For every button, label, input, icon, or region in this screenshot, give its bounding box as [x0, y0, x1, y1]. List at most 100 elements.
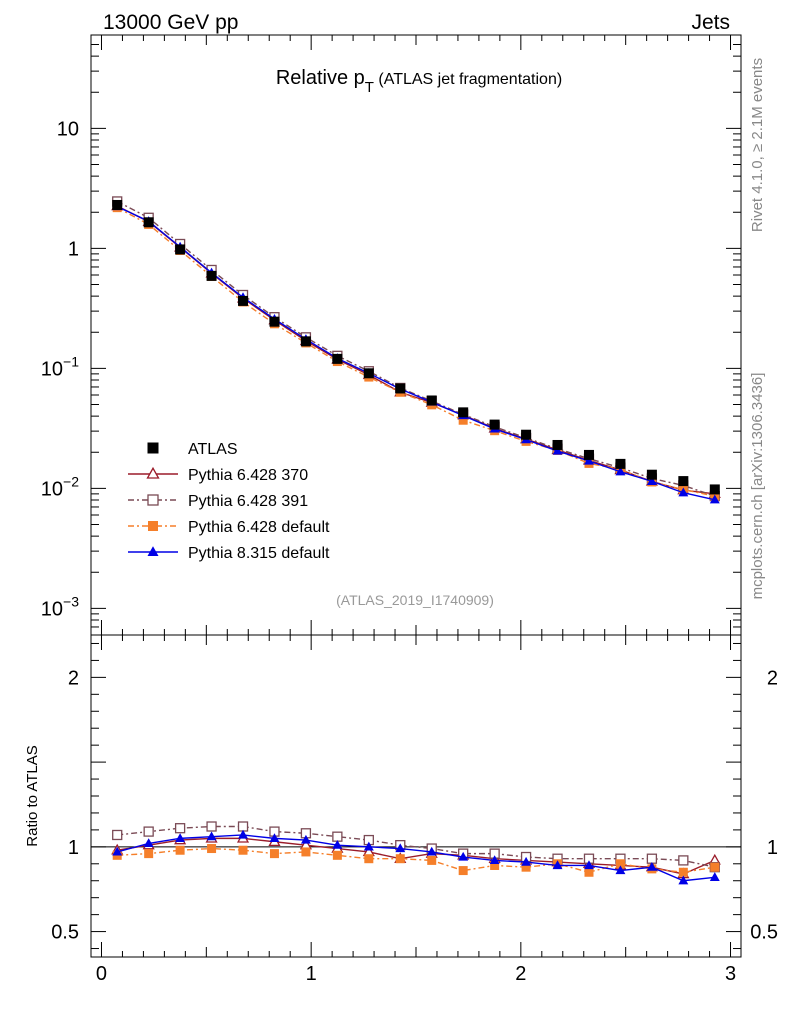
ratio-point-pythia-6-428-default [269, 849, 279, 859]
legend-marker-pythia-6-428-default [148, 521, 158, 531]
rivet-version-label: Rivet 4.1.0, ≥ 2.1M events [749, 58, 766, 232]
main-point-atlas [709, 484, 720, 495]
ratio-axis-ticks: 0 1 2 3 0.5 0.5 1 1 2 2 [51, 635, 778, 985]
main-y-tick-label: 10−1 [41, 353, 79, 380]
ratio-point-pythia-6-428-391 [678, 855, 689, 866]
main-point-atlas [269, 316, 280, 327]
legend-label-pythia-6-428-default: Pythia 6.428 default [188, 519, 330, 536]
main-line-pythia-6-428-391 [116, 200, 716, 497]
ratio-point-pythia-6-428-default [238, 845, 248, 855]
ratio-point-pythia-8-315-default [521, 856, 532, 866]
plot-title-main: Relative p [276, 67, 365, 89]
ratio-line-pythia-6-428-370 [117, 837, 716, 875]
plot-title-rest: (ATLAS jet fragmentation) [374, 71, 562, 88]
main-point-pythia-8-315-default [678, 487, 689, 497]
ratio-point-pythia-6-428-default [458, 866, 468, 876]
ratio-point-pythia-6-428-391 [112, 829, 123, 841]
ratio-point-pythia-8-315-default [363, 841, 374, 851]
main-y-tick-base: 10 [41, 478, 63, 500]
main-line-pythia-8-315-default [116, 205, 715, 501]
ratio-point-pythia-6-428-default [710, 862, 720, 872]
ratio-line-pythia-6-428-391 [117, 825, 715, 868]
ratio-point-pythia-6-428-default [490, 860, 500, 870]
ratio-point-pythia-6-428-default [395, 854, 405, 864]
main-point-atlas [300, 336, 311, 347]
main-point-atlas [395, 383, 406, 394]
ratio-point-pythia-6-428-391 [646, 853, 658, 864]
ratio-point-pythia-6-428-391 [237, 821, 249, 832]
ratio-point-pythia-8-315-default [458, 851, 469, 861]
ratio-point-pythia-6-428-default [364, 854, 374, 864]
legend-label-pythia-8-315-default: Pythia 8.315 default [188, 545, 330, 562]
main-point-atlas [521, 429, 532, 440]
main-point-pythia-8-315-default [709, 494, 720, 504]
ratio-point-pythia-8-315-default [206, 831, 217, 841]
legend: ATLAS Pythia 6.428 370 Pythia 6.428 391 Pyt… [128, 441, 330, 562]
ratio-point-pythia-8-315-default [143, 838, 154, 848]
ratio-point-pythia-8-315-default [112, 846, 123, 856]
main-series-layer [111, 196, 721, 504]
main-point-atlas [238, 295, 249, 306]
ratio-point-pythia-6-428-391 [143, 826, 154, 837]
header-energy-label: 13000 GeV pp [103, 11, 238, 34]
ratio-panel-frame [90, 634, 742, 958]
ratio-point-pythia-6-428-default [144, 849, 154, 859]
main-y-tick-base: 10 [41, 598, 63, 620]
main-y-tick-exponent: −2 [63, 473, 79, 489]
legend-marker-atlas [147, 442, 159, 454]
main-y-tick-exponent: −1 [63, 353, 79, 369]
ratio-y-tick-label-right: 1 [767, 837, 778, 859]
main-point-atlas [143, 217, 154, 228]
ratio-point-pythia-8-315-default [646, 862, 657, 871]
main-y-tick-label: 10−2 [41, 473, 79, 500]
x-tick-label: 1 [306, 963, 317, 985]
ratio-y-tick-label-right: 0.5 [750, 922, 778, 944]
main-point-pythia-8-315-default [584, 455, 594, 465]
main-y-tick-base: 1 [68, 238, 79, 260]
legend-label-atlas: ATLAS [188, 441, 238, 458]
ratio-point-pythia-8-315-default [615, 865, 626, 875]
main-y-tick-base: 10 [41, 358, 63, 380]
main-point-atlas [206, 270, 217, 281]
main-point-atlas [489, 419, 500, 430]
ratio-point-pythia-6-428-391 [206, 821, 217, 832]
ratio-y-tick-label: 2 [68, 667, 79, 689]
ratio-point-pythia-6-428-default [427, 855, 437, 865]
x-tick-label: 2 [515, 963, 526, 985]
legend-marker-pythia-6-428-370 [146, 466, 160, 479]
ratio-point-pythia-8-315-default [269, 833, 280, 842]
ratio-point-pythia-8-315-default [238, 829, 248, 839]
main-point-atlas [175, 244, 186, 255]
ratio-point-pythia-6-428-default [615, 859, 625, 869]
ratio-y-axis-label: Ratio to ATLAS [24, 745, 41, 846]
ratio-point-pythia-8-315-default [300, 834, 311, 844]
ratio-point-pythia-6-428-default [301, 847, 311, 857]
ratio-point-pythia-8-315-default [552, 860, 563, 870]
x-tick-label: 3 [725, 963, 736, 985]
ratio-point-pythia-6-428-default [584, 867, 594, 877]
main-point-pythia-6-428-default [458, 415, 468, 425]
analysis-id-label: (ATLAS_2019_I1740909) [336, 592, 494, 608]
ratio-point-pythia-6-428-default [175, 845, 185, 855]
legend-marker-pythia-8-315-default [147, 546, 159, 556]
ratio-series-layer [111, 821, 721, 885]
ratio-point-pythia-6-428-default [678, 867, 688, 877]
main-y-tick-base: 10 [57, 118, 79, 140]
main-y-tick-label: 1 [68, 238, 79, 260]
main-point-atlas [552, 439, 563, 450]
mcplots-source-label: mcplots.cern.ch [arXiv:1306.3436] [749, 373, 766, 600]
ratio-point-pythia-6-428-default [332, 850, 342, 860]
main-y-tick-label: 10−3 [41, 593, 79, 620]
ratio-point-pythia-8-315-default [489, 855, 500, 864]
ratio-point-pythia-6-428-391 [332, 831, 343, 842]
legend-marker-pythia-6-428-391 [147, 494, 159, 506]
main-point-atlas [112, 199, 123, 210]
x-tick-label: 0 [96, 963, 107, 985]
main-point-pythia-8-315-default [615, 466, 626, 476]
main-y-tick-label: 10 [57, 118, 79, 140]
main-point-atlas [583, 449, 594, 460]
plot-title: Relative pT (ATLAS jet fragmentation) [276, 67, 562, 96]
ratio-point-pythia-6-428-default [207, 844, 217, 854]
ratio-point-pythia-8-315-default [426, 846, 437, 856]
